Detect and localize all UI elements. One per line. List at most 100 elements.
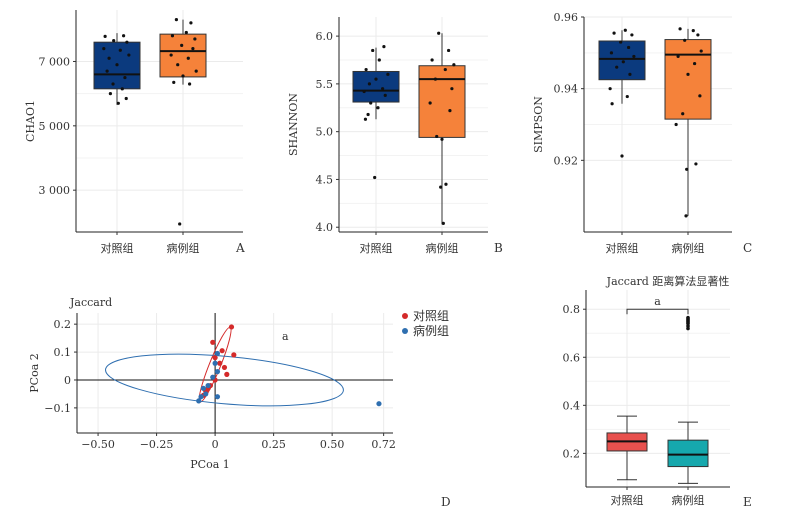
x-tick-label: −0.25 <box>140 438 174 451</box>
data-point <box>620 154 624 158</box>
scatter-point <box>203 391 209 397</box>
data-point <box>186 56 190 60</box>
data-point <box>447 48 451 53</box>
data-point <box>193 37 197 41</box>
panel-letter: D <box>441 495 451 509</box>
scatter-point <box>217 360 223 366</box>
data-point <box>435 134 439 139</box>
y-tick-label: 0.2 <box>54 318 72 331</box>
box-body <box>667 439 709 468</box>
data-point <box>699 49 703 53</box>
box-body <box>159 33 207 78</box>
data-point <box>377 58 381 62</box>
scatter-point <box>214 369 221 375</box>
scatter-point <box>376 401 382 407</box>
y-axis-title: SHANNON <box>287 93 300 156</box>
data-point <box>693 61 697 66</box>
y-tick-label: 5 000 <box>39 120 71 133</box>
data-point <box>188 82 192 86</box>
x-axis-title: PCoa 1 <box>190 458 230 471</box>
panel-letter: A <box>235 241 245 255</box>
x-category-label: 病例组 <box>167 241 200 255</box>
data-point <box>383 93 387 97</box>
data-point <box>103 34 107 38</box>
x-tick-label: 0.50 <box>320 438 345 451</box>
x-category-label: 对照组 <box>611 493 644 507</box>
y-tick-label: 0.96 <box>554 11 579 24</box>
data-point <box>120 87 124 91</box>
x-category-label: 对照组 <box>606 241 639 255</box>
data-point <box>174 18 178 22</box>
significance-bracket <box>626 308 689 315</box>
data-point <box>169 53 173 57</box>
data-point <box>108 92 112 96</box>
data-point <box>369 101 373 105</box>
data-point <box>430 58 434 62</box>
data-point <box>191 47 195 51</box>
data-point <box>371 48 375 53</box>
data-point <box>448 109 452 113</box>
data-point <box>627 45 631 50</box>
legend-label: 对照组 <box>413 309 449 323</box>
data-point <box>623 28 627 32</box>
data-point <box>686 72 690 76</box>
data-point <box>691 29 695 33</box>
data-point <box>621 60 625 64</box>
box-case <box>664 28 712 216</box>
data-point <box>439 185 443 189</box>
y-tick-label: 4.0 <box>316 221 334 234</box>
data-point <box>105 69 109 73</box>
data-point <box>373 175 377 180</box>
box-case <box>418 33 466 225</box>
data-point <box>619 40 623 44</box>
x-category-label: 病例组 <box>426 241 459 255</box>
y-tick-label: 0.1 <box>54 346 72 359</box>
panel-letter: E <box>743 495 752 509</box>
data-point <box>102 47 106 51</box>
data-point <box>433 77 437 81</box>
data-point <box>170 34 175 38</box>
y-tick-label: 0 <box>64 374 71 387</box>
x-tick-label: −0.50 <box>81 438 115 451</box>
data-point <box>615 65 619 69</box>
scatter-point <box>224 371 230 377</box>
y-tick-label: 0.4 <box>563 399 581 412</box>
data-point <box>684 214 688 218</box>
x-category-label: 病例组 <box>672 241 705 255</box>
box-control <box>598 30 646 104</box>
scatter-point <box>212 360 218 366</box>
data-point <box>381 87 385 91</box>
data-point <box>362 89 366 94</box>
legend-marker <box>402 313 408 319</box>
data-point <box>632 54 636 59</box>
data-point <box>674 122 678 127</box>
y-tick-label: 0.2 <box>563 447 581 460</box>
panel-letter: B <box>494 241 503 255</box>
data-point <box>444 182 448 186</box>
box-control <box>606 415 648 481</box>
y-tick-label: 0.92 <box>554 154 579 167</box>
legend-label: 病例组 <box>413 323 449 338</box>
y-tick-label: 0.6 <box>563 351 581 364</box>
data-point <box>118 48 122 52</box>
scatter-point <box>210 339 216 345</box>
scatter-point <box>214 394 221 400</box>
data-point <box>189 21 193 25</box>
data-point <box>127 53 131 57</box>
outlier-point <box>686 315 690 320</box>
data-point <box>685 167 689 171</box>
y-axis-title: SIMPSON <box>532 96 545 153</box>
data-point <box>681 112 685 116</box>
data-point <box>676 54 680 59</box>
data-point <box>382 45 386 49</box>
data-point <box>610 102 614 106</box>
y-tick-label: 0.94 <box>554 83 579 96</box>
x-tick-label: 0.72 <box>371 438 396 451</box>
x-category-label: 病例组 <box>672 493 705 507</box>
data-point <box>440 137 444 141</box>
data-point <box>194 69 198 73</box>
data-point <box>428 101 432 105</box>
data-point <box>181 74 185 78</box>
data-point <box>125 40 129 44</box>
